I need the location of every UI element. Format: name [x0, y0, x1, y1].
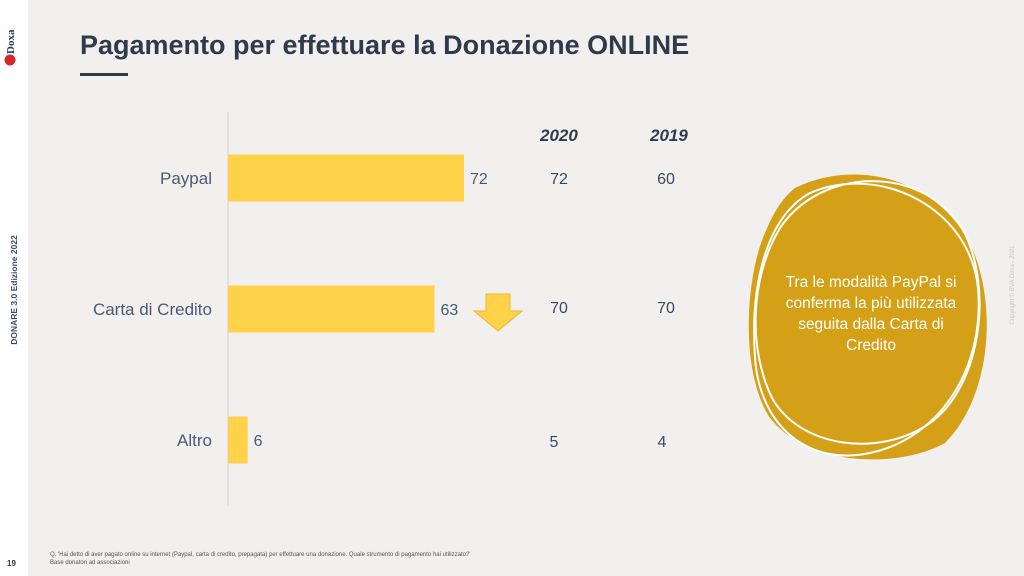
down-arrow-icon [472, 293, 524, 332]
table-cell-paypal-2019: 60 [657, 171, 675, 188]
footnote: Q. 'Hai detto di aver pagato online su i… [50, 551, 470, 567]
column-header-2020: 2020 [540, 126, 578, 145]
table-cell-altro-2019: 4 [657, 434, 667, 451]
sidebar: Doxa DONARE 3.0 Edizione 2022 19 [0, 0, 28, 576]
bar-paypal [228, 154, 464, 202]
bar-carta-di-credito [228, 285, 435, 333]
data-label-altro: 6 [254, 433, 263, 450]
column-header-2019: 2019 [650, 126, 688, 145]
svg-text:Doxa: Doxa [5, 29, 17, 54]
footnote-question: Q. 'Hai detto di aver pagato online su i… [50, 552, 471, 558]
category-label-altro: Altro [177, 431, 212, 450]
page-number: 19 [7, 559, 16, 568]
table-cell-carta-2019: 70 [657, 300, 675, 317]
footnote-base: Base donatori ad associazioni [50, 560, 130, 566]
copyright-text: Copyright © BVA Doxa - 2021 [1010, 245, 1016, 325]
table-cell-paypal-2020: 72 [550, 171, 568, 188]
page-title: Pagamento per effettuare la Donazione ON… [80, 30, 690, 60]
bar-altro [228, 416, 248, 464]
table-cell-carta-2020: 70 [550, 300, 568, 317]
data-label-carta-di-credito: 63 [441, 302, 459, 319]
bar-chart: Paypal 72 Carta di Credito 63 Altro 6 [93, 112, 488, 506]
data-label-paypal: 72 [470, 171, 488, 188]
callout-bubble [748, 174, 987, 460]
category-label-carta-di-credito: Carta di Credito [93, 300, 212, 319]
title-underline [80, 73, 128, 76]
callout-text: Tra le modalità PayPal si conferma la pi… [785, 274, 957, 354]
category-label-paypal: Paypal [160, 169, 212, 188]
brand-logo: Doxa [4, 29, 17, 66]
table-cell-altro-2020: 5 [549, 434, 559, 451]
